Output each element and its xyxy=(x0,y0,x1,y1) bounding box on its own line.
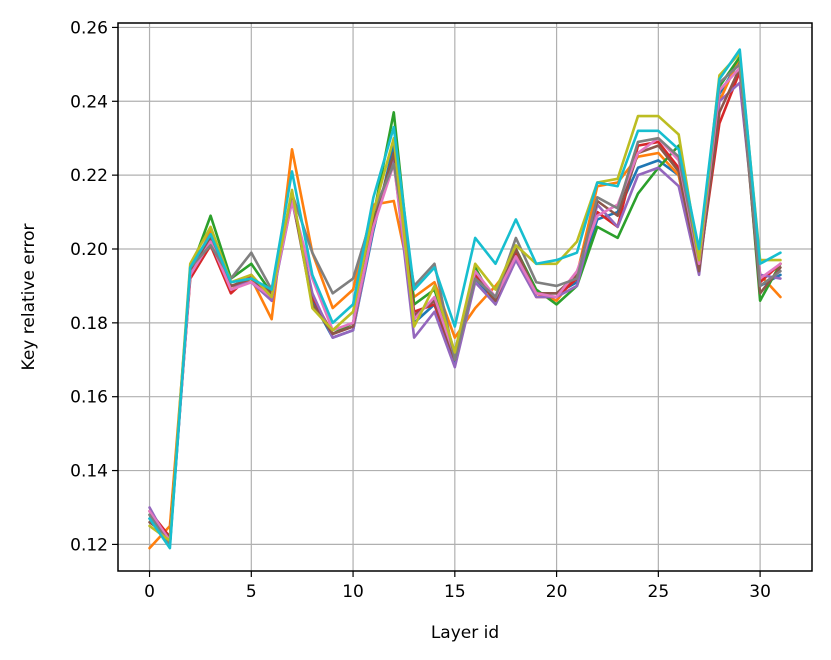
series-line-1 xyxy=(148,59,782,543)
series-line-8 xyxy=(148,63,782,546)
y-tick-label: 0.18 xyxy=(70,314,108,334)
series-lines xyxy=(148,48,782,550)
y-axis-label: Key relative error xyxy=(19,224,39,371)
y-tick-label: 0.12 xyxy=(70,535,108,555)
x-tick-label: 5 xyxy=(246,582,257,602)
x-tick-label: 0 xyxy=(144,582,155,602)
y-tick-label: 0.20 xyxy=(70,240,108,260)
series-line-3 xyxy=(148,55,782,546)
x-tick-label: 25 xyxy=(648,582,670,602)
y-tick-label: 0.24 xyxy=(70,92,108,112)
y-tick-label: 0.14 xyxy=(70,462,108,482)
y-tick-label: 0.22 xyxy=(70,166,108,186)
y-tick-label: 0.26 xyxy=(70,18,108,38)
x-tick-label: 10 xyxy=(342,582,364,602)
series-line-10 xyxy=(148,48,782,550)
grid xyxy=(118,23,812,571)
axis-ticks: 0 5 10 15 20 25 30 0.12 0.14 0.16 0.18 0.20 0.22 0.24… xyxy=(70,18,771,602)
x-tick-label: 15 xyxy=(444,582,466,602)
series-line-9 xyxy=(148,51,782,543)
x-tick-label: 20 xyxy=(546,582,568,602)
x-tick-label: 30 xyxy=(749,582,771,602)
plot-frame xyxy=(117,22,813,572)
x-axis-label: Layer id xyxy=(431,623,499,643)
y-tick-label: 0.16 xyxy=(70,388,108,408)
